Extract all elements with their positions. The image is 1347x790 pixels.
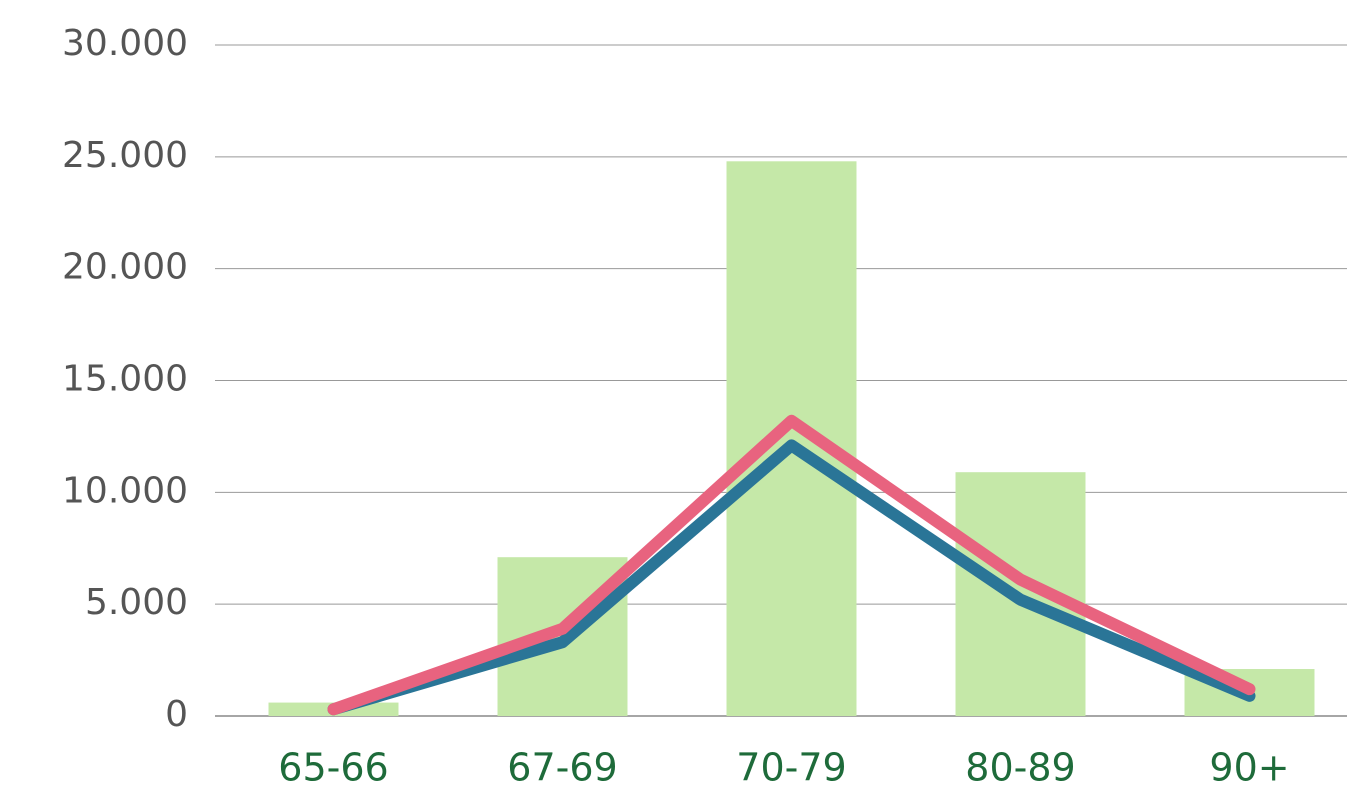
y-tick-label: 30.000 bbox=[62, 23, 188, 64]
x-tick-label: 67-69 bbox=[507, 746, 617, 790]
x-tick-label: 90+ bbox=[1209, 746, 1289, 790]
y-tick-label: 20.000 bbox=[62, 247, 188, 288]
x-tick-label: 80-89 bbox=[965, 746, 1075, 790]
bar bbox=[726, 161, 857, 717]
y-tick-label: 25.000 bbox=[62, 135, 188, 176]
y-tick-label: 0 bbox=[165, 694, 188, 735]
y-tick-label: 15.000 bbox=[62, 359, 188, 400]
line bbox=[327, 414, 1256, 716]
x-tick-label: 70-79 bbox=[736, 746, 846, 790]
x-tick-label: 65-66 bbox=[278, 746, 388, 790]
line bbox=[327, 439, 1256, 716]
y-tick-label: 10.000 bbox=[62, 470, 188, 511]
y-tick-label: 5.000 bbox=[85, 582, 188, 623]
